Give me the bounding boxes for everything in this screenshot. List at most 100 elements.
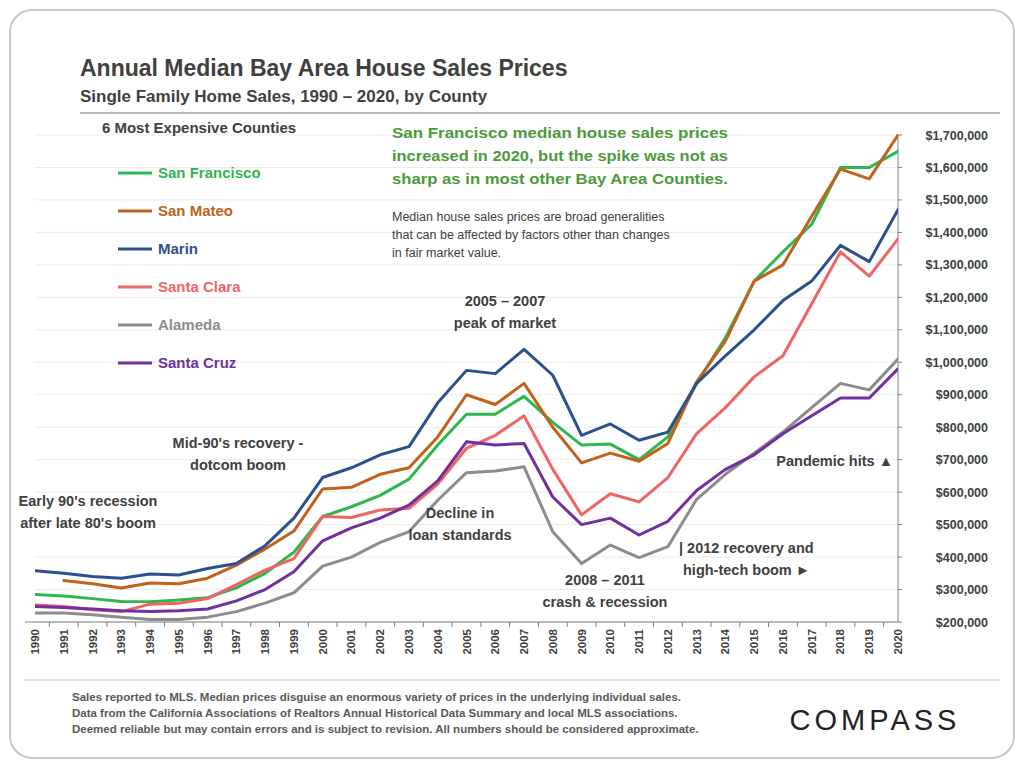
x-tick-label: 2002: [374, 629, 386, 655]
y-tick-label: $300,000: [936, 583, 988, 597]
grid-line: [35, 524, 898, 525]
x-tick-label: 2004: [432, 628, 444, 654]
grid-line: [35, 199, 898, 200]
x-tick: [250, 622, 251, 627]
y-tick-label: $1,100,000: [925, 323, 988, 337]
x-tick-label: 1992: [87, 629, 99, 655]
x-tick: [567, 622, 568, 627]
annotation: dotcom boom: [190, 457, 286, 473]
highlight: San Francisco median house sales prices: [392, 124, 728, 141]
note: that can be affected by factors other th…: [392, 228, 670, 242]
y-tick: [898, 394, 902, 395]
x-tick-label: 2003: [403, 629, 415, 655]
highlight: sharp as in most other Bay Area Counties…: [392, 170, 728, 187]
series-line: [35, 239, 898, 612]
grid-line: [35, 589, 898, 590]
x-tick: [480, 622, 481, 627]
x-tick: [279, 622, 280, 627]
x-tick-label: 2019: [863, 629, 875, 655]
y-tick: [898, 557, 902, 558]
x-tick-label: 2017: [806, 629, 818, 655]
y-tick-label: $1,600,000: [925, 161, 988, 175]
y-tick: [898, 589, 902, 590]
legend-swatch: [118, 172, 152, 175]
x-tick-label: 1998: [259, 628, 271, 654]
y-tick: [898, 459, 902, 460]
y-tick-label: $500,000: [936, 518, 988, 532]
y-tick: [898, 362, 902, 363]
legend-label: Alameda: [158, 316, 221, 333]
x-tick: [682, 622, 683, 627]
annotation: peak of market: [454, 315, 557, 331]
grid-line: [35, 492, 898, 493]
legend-label: San Francisco: [158, 164, 261, 181]
annotation: Early 90's recession: [19, 493, 158, 509]
series-line: [35, 359, 898, 619]
y-tick-label: $200,000: [936, 616, 988, 630]
x-tick-label: 2007: [518, 629, 530, 655]
x-tick: [768, 622, 769, 627]
x-tick-label: 2013: [691, 629, 703, 655]
x-tick-label: 1997: [230, 629, 242, 655]
x-tick-label: 1999: [288, 629, 300, 655]
annotation: high-tech boom ►: [683, 562, 810, 578]
x-tick: [624, 622, 625, 627]
x-tick: [797, 622, 798, 627]
x-tick: [826, 622, 827, 627]
x-tick: [711, 622, 712, 627]
legend-title: 6 Most Expensive Counties: [102, 119, 296, 136]
y-tick-label: $1,700,000: [925, 129, 988, 143]
y-tick-label: $1,000,000: [925, 356, 988, 370]
x-tick: [49, 622, 50, 627]
footer: Deemed reliable but may contain errors a…: [72, 723, 699, 735]
x-tick: [106, 622, 107, 627]
title-rule: [80, 112, 1000, 114]
x-tick: [653, 622, 654, 627]
y-tick: [898, 199, 902, 200]
grid-line: [35, 557, 898, 558]
x-tick-label: 1996: [202, 629, 214, 655]
series-line: [35, 151, 898, 602]
highlight: increased in 2020, but the spike was not…: [392, 147, 728, 164]
x-tick: [595, 622, 596, 627]
y-tick: [898, 297, 902, 298]
x-tick: [164, 622, 165, 627]
x-tick: [423, 622, 424, 627]
x-tick-label: 2014: [719, 628, 731, 654]
annotation: | 2012 recovery and: [679, 540, 814, 556]
x-tick: [78, 622, 79, 627]
x-tick-label: 2012: [662, 629, 674, 655]
x-tick: [365, 622, 366, 627]
x-tick-label: 1991: [58, 628, 70, 654]
legend-swatch: [118, 210, 152, 213]
logo: COMPASS: [790, 704, 961, 736]
x-tick-label: 1995: [173, 628, 185, 654]
footer-rule: [25, 680, 1000, 681]
series-line: [35, 210, 898, 579]
x-tick: [135, 622, 136, 627]
x-tick-label: 2010: [604, 629, 616, 655]
x-axis: [25, 621, 898, 622]
note: Median house sales prices are broad gene…: [392, 210, 664, 224]
x-tick: [337, 622, 338, 627]
y-tick-label: $1,300,000: [925, 258, 988, 272]
x-tick-label: 1993: [115, 629, 127, 655]
y-tick-label: $1,200,000: [925, 291, 988, 305]
y-tick-label: $400,000: [936, 551, 988, 565]
grid-line: [35, 427, 898, 428]
y-tick-label: $1,400,000: [925, 226, 988, 240]
x-tick: [883, 622, 884, 627]
x-tick-label: 2018: [834, 628, 846, 654]
legend-swatch: [118, 286, 152, 289]
legend-label: Marin: [158, 240, 198, 257]
x-tick-label: 2009: [576, 629, 588, 655]
x-tick-label: 1990: [29, 629, 41, 655]
y-tick-label: $1,500,000: [925, 193, 988, 207]
footer: Data from the California Associations of…: [72, 707, 678, 719]
y-tick: [898, 492, 902, 493]
x-tick: [538, 622, 539, 627]
y-tick-label: $800,000: [936, 421, 988, 435]
page: {"chart_data": { "type": "line", "title"…: [0, 0, 1024, 768]
y-tick: [898, 329, 902, 330]
chart: Annual Median Bay Area House Sales Price…: [0, 0, 1024, 768]
